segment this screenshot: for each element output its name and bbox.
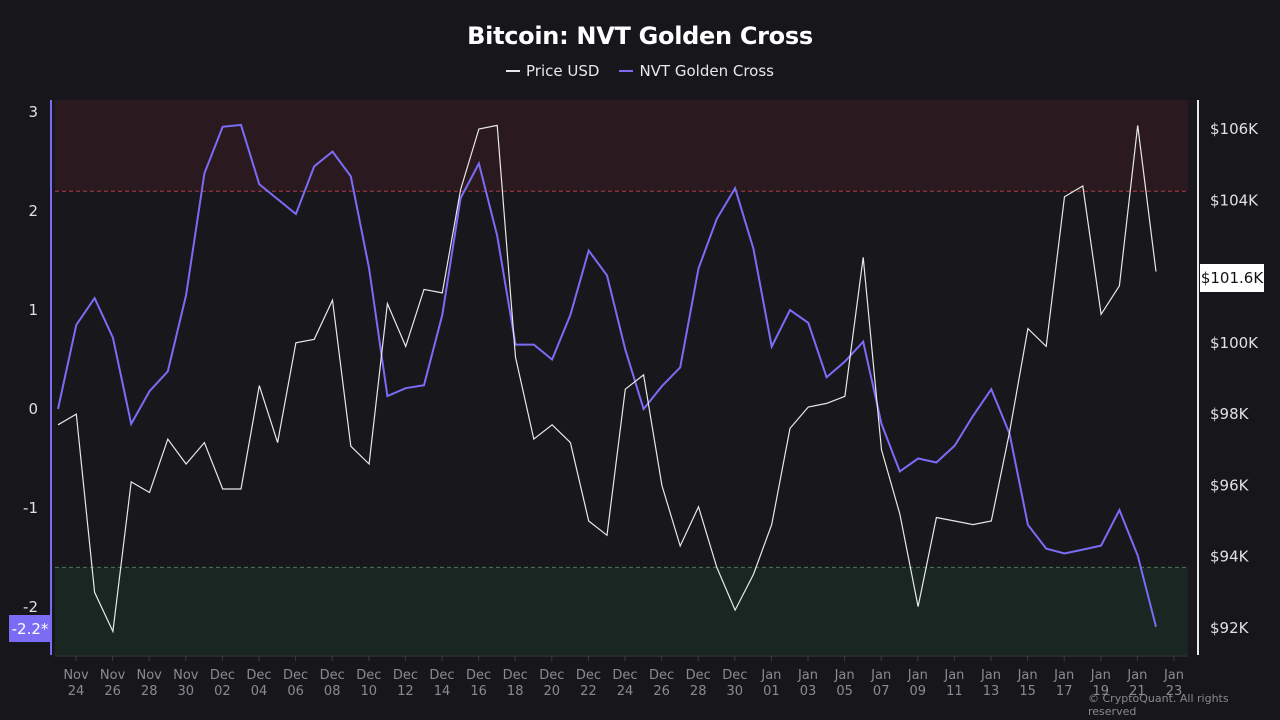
x-axis-tick: Jan <box>1053 668 1074 683</box>
x-axis-tick: Jan <box>1017 668 1038 683</box>
chart-title: Bitcoin: NVT Golden Cross <box>467 22 813 50</box>
x-axis-tick: 04 <box>251 684 268 699</box>
x-axis-tick: Jan <box>1126 668 1147 683</box>
x-axis-tick: Dec <box>466 668 491 683</box>
x-axis-tick: Dec <box>283 668 308 683</box>
legend-label-price: Price USD <box>526 62 600 80</box>
x-axis-tick: 14 <box>434 684 451 699</box>
x-axis-tick: 03 <box>800 684 817 699</box>
right-axis-tick: $100K <box>1210 334 1259 352</box>
x-axis-tick: 22 <box>580 684 597 699</box>
nvt-line-swatch-icon <box>619 70 634 72</box>
x-axis-tick: Nov <box>137 668 163 683</box>
x-axis-tick: 12 <box>397 684 414 699</box>
x-axis-tick: Jan <box>980 668 1001 683</box>
x-axis-tick: 20 <box>544 684 561 699</box>
left-axis-tick: 0 <box>28 400 38 418</box>
x-axis-tick: 11 <box>946 684 963 699</box>
x-axis-tick: Dec <box>503 668 528 683</box>
x-axis-tick: Nov <box>173 668 199 683</box>
x-axis-tick: 30 <box>727 684 744 699</box>
x-axis-tick: Dec <box>356 668 381 683</box>
x-axis-tick: 24 <box>68 684 85 699</box>
x-axis-tick: Jan <box>1090 668 1111 683</box>
x-axis-tick: 26 <box>653 684 670 699</box>
axes: 3210-1-2$106K$104K$102K$100K$98K$96K$94K… <box>23 100 1259 699</box>
left-axis-tick: 3 <box>28 103 38 121</box>
right-axis-tick: $96K <box>1210 476 1250 494</box>
x-axis-tick: 18 <box>507 684 524 699</box>
x-axis-tick: 17 <box>1056 684 1073 699</box>
legend-label-nvt: NVT Golden Cross <box>639 62 774 80</box>
right-axis-tick: $106K <box>1210 120 1259 138</box>
left-axis-tick: 2 <box>28 202 38 220</box>
x-axis-tick: Jan <box>907 668 928 683</box>
legend-item-nvt[interactable]: NVT Golden Cross <box>619 62 774 80</box>
price-usd-line <box>57 124 1157 634</box>
x-axis-tick: Dec <box>686 668 711 683</box>
x-axis-tick: Dec <box>246 668 271 683</box>
x-axis-tick: 16 <box>470 684 487 699</box>
x-axis-tick: 13 <box>983 684 1000 699</box>
x-axis-tick: 21 <box>1129 684 1146 699</box>
x-axis-tick: Jan <box>834 668 855 683</box>
x-axis-tick: Dec <box>649 668 674 683</box>
x-axis-tick: 09 <box>910 684 927 699</box>
x-axis-tick: Nov <box>100 668 126 683</box>
data-lines <box>57 123 1157 634</box>
right-axis-tick: $94K <box>1210 548 1250 566</box>
copyright-text: © CryptoQuant. All rights reserved <box>1088 692 1229 718</box>
left-axis-tick: -1 <box>23 499 38 517</box>
x-axis-tick: Dec <box>539 668 564 683</box>
x-axis-tick: Jan <box>797 668 818 683</box>
chart-legend: Price USD NVT Golden Cross <box>0 62 1280 80</box>
x-axis-tick: 10 <box>361 684 378 699</box>
current-nvt-value-badge: -2.2* <box>9 615 51 642</box>
x-axis-tick: 30 <box>178 684 195 699</box>
right-axis-tick: $92K <box>1210 619 1250 637</box>
x-axis-tick: Dec <box>429 668 454 683</box>
right-axis-tick: $98K <box>1210 405 1250 423</box>
x-axis-tick: Jan <box>760 668 781 683</box>
nvt-golden-cross-line <box>57 123 1157 628</box>
x-axis-tick: Jan <box>870 668 891 683</box>
x-axis-tick: 26 <box>104 684 121 699</box>
x-axis-tick: 07 <box>873 684 890 699</box>
x-axis-tick: Dec <box>320 668 345 683</box>
x-axis-tick: 06 <box>287 684 304 699</box>
x-axis-tick: 15 <box>1019 684 1036 699</box>
left-axis-tick: 1 <box>28 301 38 319</box>
undervalued-zone <box>55 567 1188 655</box>
x-axis-tick: 19 <box>1093 684 1110 699</box>
x-axis-tick: 24 <box>617 684 634 699</box>
x-axis-tick: 28 <box>690 684 707 699</box>
legend-item-price[interactable]: Price USD <box>506 62 599 80</box>
x-axis-tick: Jan <box>1163 668 1184 683</box>
x-axis-tick: 08 <box>324 684 341 699</box>
x-axis-tick: 23 <box>1166 684 1183 699</box>
x-axis-tick: 01 <box>763 684 780 699</box>
x-axis-tick: Nov <box>63 668 89 683</box>
x-axis-tick: Dec <box>722 668 747 683</box>
x-axis-tick: Dec <box>576 668 601 683</box>
x-axis-tick: Dec <box>210 668 235 683</box>
price-line-swatch-icon <box>506 70 521 72</box>
x-axis-tick: Dec <box>393 668 418 683</box>
x-axis-tick: 28 <box>141 684 158 699</box>
current-price-badge: $101.6K <box>1200 264 1264 292</box>
zones <box>52 100 1193 655</box>
overheated-zone <box>55 100 1188 192</box>
left-axis-tick: -2 <box>23 598 38 616</box>
x-axis-tick: 05 <box>836 684 853 699</box>
x-axis-tick: Jan <box>943 668 964 683</box>
x-axis-tick: Dec <box>612 668 637 683</box>
right-axis-tick: $104K <box>1210 191 1259 209</box>
x-axis-tick: 02 <box>214 684 231 699</box>
